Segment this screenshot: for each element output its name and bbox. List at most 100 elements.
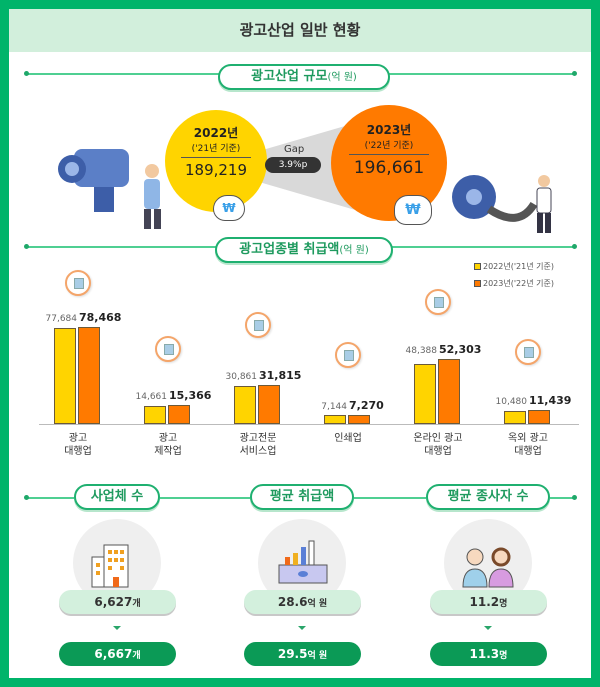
legend-label: 2023년('22년 기준) xyxy=(483,279,554,288)
legend-label: 2022년('21년 기준) xyxy=(483,262,554,271)
money-bag-icon: ₩ xyxy=(394,195,432,225)
data-label: 10,480 xyxy=(495,396,528,407)
divider-dot xyxy=(572,71,577,76)
heading-unit: (억 원) xyxy=(327,72,357,83)
gap-label: Gap xyxy=(284,144,305,155)
bar-2022 xyxy=(324,415,346,424)
bar-2023 xyxy=(348,415,370,424)
revenue-bar-chart: 77,684 78,468 광고 대행업 14,661 15,366 광고 제작업 30,8… xyxy=(9,9,591,469)
category-icon xyxy=(155,336,181,362)
people-icon xyxy=(462,547,514,588)
heading-text: 사업체 수 xyxy=(90,489,144,504)
data-label: 77,684 xyxy=(45,314,78,324)
legend-swatch xyxy=(474,263,481,270)
money-chart-icon xyxy=(278,540,328,584)
category-label: 온라인 광고 대행업 xyxy=(413,433,463,457)
money-bag-icon: ₩ xyxy=(213,195,245,221)
data-label: 15,366 xyxy=(169,389,212,402)
category-label: 광고 대행업 xyxy=(64,433,92,457)
basis-label: ('21년 기준) xyxy=(191,144,241,154)
section-heading-scale: 광고산업 규모(억 원) xyxy=(218,64,390,90)
year-2022-circle: 2022년 ('21년 기준) 189,219 xyxy=(165,110,267,212)
category-label: 인쇄업 xyxy=(334,433,362,444)
data-label: 14,661 xyxy=(135,392,168,402)
arrow-down-icon xyxy=(298,626,306,630)
legend-item-2023: 2023년('22년 기준) xyxy=(474,278,554,289)
unit: 명 xyxy=(499,651,508,661)
unit: 명 xyxy=(499,599,508,609)
value: 6,627 xyxy=(94,595,133,609)
divider-dot xyxy=(24,71,29,76)
camera-person-illustration xyxy=(58,149,161,229)
heading-text: 광고업종별 취급액 xyxy=(239,242,340,257)
data-label: 52,303 xyxy=(439,343,482,357)
bar-2022 xyxy=(414,364,436,424)
bar-2023 xyxy=(258,384,280,424)
data-label: 11,439 xyxy=(529,393,572,407)
arrow-down-icon xyxy=(484,626,492,630)
value: 11.2 xyxy=(469,595,500,609)
unit: 억 원 xyxy=(307,651,328,661)
year-label: 2023년 xyxy=(366,123,412,137)
category-icon xyxy=(65,270,91,296)
bar-2023 xyxy=(528,409,550,424)
infographic-panel: 광고산업 일반 현황 광고산업 규모(억 원) 2022년 ('21년 기준) … xyxy=(9,9,591,678)
stat-after: 11.3명 xyxy=(430,642,547,666)
stat-after: 29.5억 원 xyxy=(244,642,361,666)
market-size-value: 196,661 xyxy=(353,158,425,178)
market-size-value: 189,219 xyxy=(184,161,248,179)
value: 6,667 xyxy=(94,647,133,661)
category-icon xyxy=(335,342,361,368)
divider-dot xyxy=(24,495,29,500)
stat-heading: 평균 종사자 수 xyxy=(426,484,550,510)
bar-2022 xyxy=(144,405,166,424)
category-label: 옥외 광고 대행업 xyxy=(508,433,548,457)
gap-value: 3.9%p xyxy=(265,157,321,173)
data-label: 7,144 xyxy=(321,402,347,412)
legend-swatch xyxy=(474,280,481,287)
building-icon xyxy=(91,544,129,588)
divider-dot xyxy=(24,244,29,249)
heading-unit: (억 원) xyxy=(339,245,369,256)
arrow-down-icon xyxy=(113,626,121,630)
divider-dot xyxy=(572,495,577,500)
data-label: 78,468 xyxy=(79,311,122,324)
bar-2023 xyxy=(438,359,460,424)
category-icon xyxy=(245,312,271,338)
stat-before: 6,627개 xyxy=(59,590,176,614)
stat-heading: 사업체 수 xyxy=(74,484,160,510)
data-label: 7,270 xyxy=(349,399,384,412)
page-title: 광고산업 일반 현황 xyxy=(9,9,591,52)
stat-before: 11.2명 xyxy=(430,590,547,614)
bar-2023 xyxy=(168,405,190,424)
year-label: 2022년 xyxy=(193,126,239,140)
category-icon xyxy=(425,289,451,315)
stat-heading: 평균 취급액 xyxy=(250,484,354,510)
heading-text: 광고산업 규모 xyxy=(251,69,328,84)
data-label: 48,388 xyxy=(405,346,438,357)
stat-after: 6,667개 xyxy=(59,642,176,666)
value: 29.5 xyxy=(277,647,308,661)
basis-label: ('22년 기준) xyxy=(364,141,414,151)
x-axis xyxy=(39,424,579,425)
divider-dot xyxy=(572,244,577,249)
heading-text: 평균 종사자 수 xyxy=(447,489,529,504)
section-heading-revenue: 광고업종별 취급액(억 원) xyxy=(215,237,393,263)
data-label: 30,861 xyxy=(225,371,258,382)
value: 28.6 xyxy=(277,595,308,609)
bar-2023 xyxy=(78,327,100,424)
unit: 개 xyxy=(132,651,141,661)
bar-2022 xyxy=(234,385,256,424)
bar-2022 xyxy=(54,327,76,424)
category-label: 광고전문 서비스업 xyxy=(239,433,277,457)
category-icon xyxy=(515,339,541,365)
category-label: 광고 제작업 xyxy=(154,433,182,457)
legend-item-2022: 2022년('21년 기준) xyxy=(474,261,554,272)
stat-before: 28.6억 원 xyxy=(244,590,361,614)
value: 11.3 xyxy=(469,647,500,661)
heading-text: 평균 취급액 xyxy=(269,489,335,504)
data-label: 31,815 xyxy=(259,368,302,382)
bar-2022 xyxy=(504,411,526,424)
unit: 개 xyxy=(132,599,141,609)
film-person-illustration xyxy=(452,175,552,233)
